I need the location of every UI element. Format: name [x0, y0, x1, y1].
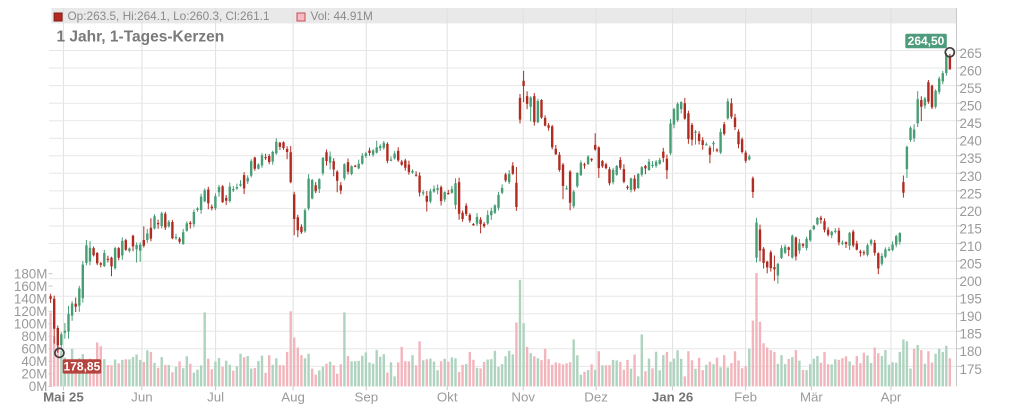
svg-text:140M: 140M	[14, 292, 48, 307]
svg-text:Vol: 44.91M: Vol: 44.91M	[311, 9, 373, 23]
svg-text:Nov: Nov	[511, 389, 535, 404]
svg-text:220: 220	[960, 204, 982, 219]
svg-text:Apr: Apr	[881, 389, 902, 404]
svg-text:225: 225	[960, 186, 982, 201]
svg-text:255: 255	[960, 81, 982, 96]
svg-text:235: 235	[960, 151, 982, 166]
svg-text:Feb: Feb	[734, 389, 757, 404]
svg-text:205: 205	[960, 257, 982, 272]
svg-text:265: 265	[960, 46, 982, 61]
svg-text:Op:263.5, Hi:264.1, Lo:260.3,: Op:263.5, Hi:264.1, Lo:260.3, Cl:261.1	[68, 9, 270, 23]
svg-text:1 Jahr, 1-Tages-Kerzen: 1 Jahr, 1-Tages-Kerzen	[57, 29, 225, 46]
svg-text:215: 215	[960, 221, 982, 236]
svg-text:Jun: Jun	[131, 389, 152, 404]
svg-text:Aug: Aug	[281, 389, 305, 404]
svg-text:Dez: Dez	[584, 389, 608, 404]
svg-text:240: 240	[960, 134, 982, 149]
svg-text:250: 250	[960, 99, 982, 114]
svg-text:200: 200	[960, 274, 982, 289]
svg-text:264,50: 264,50	[908, 34, 945, 48]
svg-text:190: 190	[960, 309, 982, 324]
svg-text:Mai 25: Mai 25	[43, 389, 84, 404]
svg-text:178,85: 178,85	[64, 359, 101, 373]
svg-text:230: 230	[960, 169, 982, 184]
svg-text:195: 195	[960, 292, 982, 307]
svg-text:80M: 80M	[21, 329, 47, 344]
svg-text:260: 260	[960, 64, 982, 79]
svg-text:Sep: Sep	[354, 389, 378, 404]
svg-text:120M: 120M	[14, 304, 48, 319]
svg-text:185: 185	[960, 327, 982, 342]
svg-text:245: 245	[960, 116, 982, 131]
svg-text:40M: 40M	[21, 354, 47, 369]
svg-text:60M: 60M	[21, 342, 47, 357]
svg-text:160M: 160M	[14, 279, 48, 294]
svg-text:100M: 100M	[14, 317, 48, 332]
svg-text:Jan 26: Jan 26	[652, 389, 693, 404]
svg-text:Jul: Jul	[207, 389, 224, 404]
svg-text:20M: 20M	[21, 367, 47, 382]
svg-text:180: 180	[960, 344, 982, 359]
svg-text:175: 175	[960, 362, 982, 377]
svg-text:Okt: Okt	[437, 389, 458, 404]
svg-text:210: 210	[960, 239, 982, 254]
svg-text:0M: 0M	[29, 379, 48, 394]
svg-text:180M: 180M	[14, 266, 48, 281]
svg-text:Mär: Mär	[800, 389, 823, 404]
